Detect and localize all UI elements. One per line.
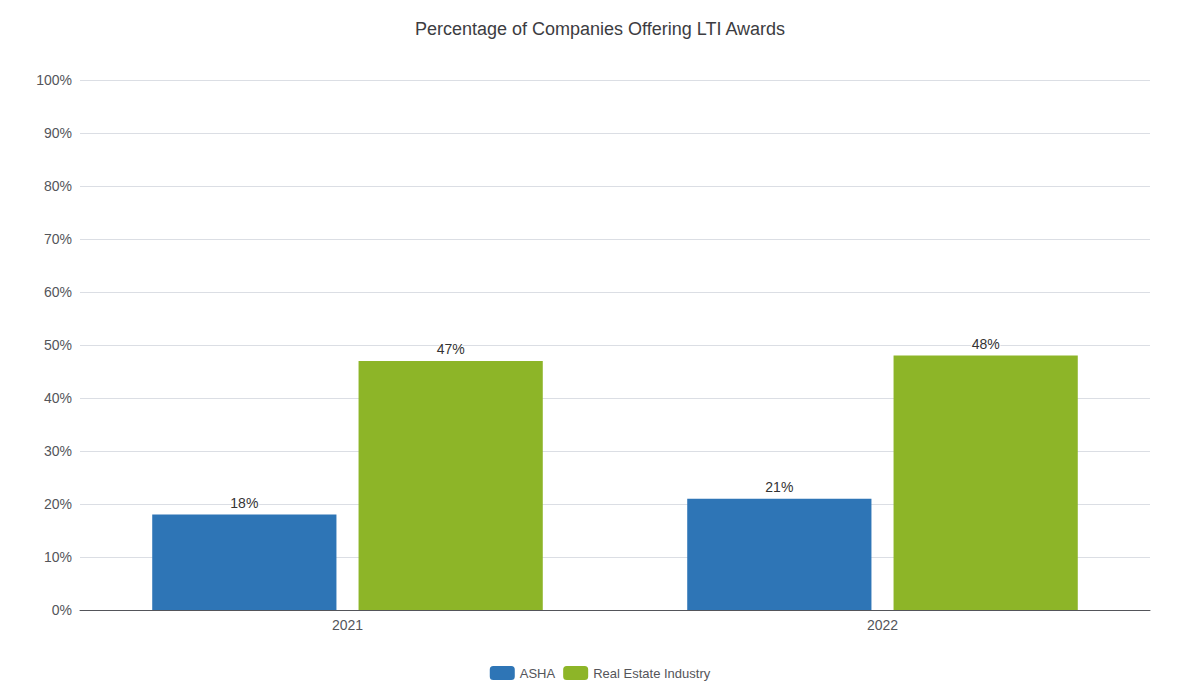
svg-text:0%: 0%	[52, 602, 72, 618]
svg-text:47%: 47%	[437, 341, 465, 357]
svg-text:10%: 10%	[44, 549, 72, 565]
svg-text:18%: 18%	[230, 495, 258, 511]
svg-text:20%: 20%	[44, 496, 72, 512]
svg-text:90%: 90%	[44, 125, 72, 141]
svg-text:30%: 30%	[44, 443, 72, 459]
svg-text:Percentage of Companies Offeri: Percentage of Companies Offering LTI Awa…	[415, 19, 785, 39]
svg-text:21%: 21%	[765, 479, 793, 495]
svg-text:70%: 70%	[44, 231, 72, 247]
svg-text:2021: 2021	[332, 617, 363, 633]
svg-text:50%: 50%	[44, 337, 72, 353]
svg-text:80%: 80%	[44, 178, 72, 194]
svg-text:100%: 100%	[36, 72, 72, 88]
svg-text:60%: 60%	[44, 284, 72, 300]
svg-text:ASHA: ASHA	[520, 666, 556, 681]
svg-text:Real Estate Industry: Real Estate Industry	[593, 666, 711, 681]
svg-text:2022: 2022	[867, 617, 898, 633]
svg-text:48%: 48%	[972, 336, 1000, 352]
svg-text:40%: 40%	[44, 390, 72, 406]
